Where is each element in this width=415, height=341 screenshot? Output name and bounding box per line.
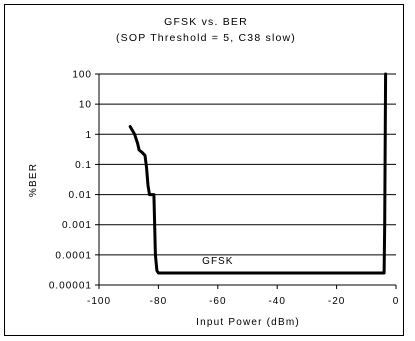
x-tick-label: -100 [87,296,111,307]
series-label: GFSK [202,256,233,267]
y-tick-label: 0.00001 [49,281,92,292]
y-tick-label: 1 [85,130,92,141]
x-tick-label: -40 [268,296,285,307]
chart-frame [4,4,404,336]
grid-layer [99,73,396,286]
series-layer: GFSK [128,72,388,275]
y-axis-label: %BER [28,163,39,197]
x-tick-label: 0 [393,296,400,307]
x-axis-label: Input Power (dBm) [196,317,300,328]
y-tick-label: 0.001 [62,220,92,231]
y-tick-label: 0.01 [69,190,92,201]
y-tick-label: 0.0001 [55,250,92,261]
x-tick-label: -60 [209,296,226,307]
x-tick-label: -20 [328,296,345,307]
chart-title: GFSK vs. BER [164,16,248,28]
x-tick-label: -80 [150,296,167,307]
y-tick-label: 0.1 [75,160,92,171]
series-line-gfsk [128,72,388,275]
y-tick-label: 10 [79,100,92,111]
tick-layer: 100 10 1 0.1 0.01 0.001 0.0001 0.00001 -100 -80 -6… [49,70,400,308]
y-tick-label: 100 [72,70,92,81]
chart-subtitle: (SOP Threshold = 5, C38 slow) [116,32,296,44]
